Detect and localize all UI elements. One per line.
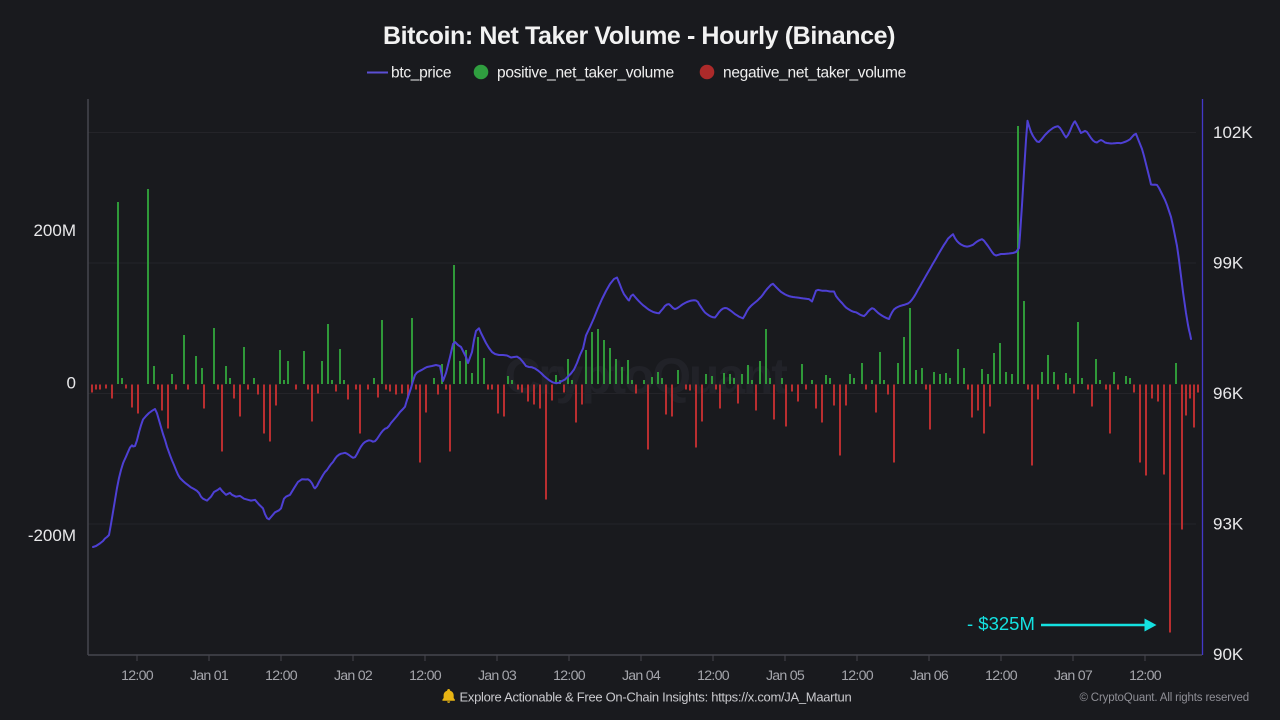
svg-text:Jan 07: Jan 07	[1054, 668, 1093, 684]
svg-text:positive_net_taker_volume: positive_net_taker_volume	[497, 65, 674, 82]
svg-text:12:00: 12:00	[985, 668, 1018, 684]
svg-text:Bitcoin: Net Taker Volume - Ho: Bitcoin: Net Taker Volume - Hourly (Bina…	[383, 22, 895, 50]
svg-text:102K: 102K	[1213, 123, 1253, 142]
svg-text:12:00: 12:00	[841, 668, 874, 684]
svg-text:93K: 93K	[1213, 515, 1244, 534]
svg-text:negative_net_taker_volume: negative_net_taker_volume	[723, 65, 906, 82]
svg-text:200M: 200M	[33, 221, 76, 240]
svg-text:© CryptoQuant. All rights rese: © CryptoQuant. All rights reserved	[1079, 692, 1249, 704]
svg-text:12:00: 12:00	[553, 668, 586, 684]
svg-text:Jan 05: Jan 05	[766, 668, 805, 684]
svg-text:Jan 06: Jan 06	[910, 668, 949, 684]
svg-text:12:00: 12:00	[697, 668, 730, 684]
svg-text:Explore Actionable & Free On-C: Explore Actionable & Free On-Chain Insig…	[460, 690, 852, 705]
svg-text:Jan 04: Jan 04	[622, 668, 661, 684]
svg-text:90K: 90K	[1213, 645, 1244, 664]
svg-text:12:00: 12:00	[121, 668, 154, 684]
svg-text:-200M: -200M	[28, 526, 76, 545]
svg-text:Jan 02: Jan 02	[334, 668, 373, 684]
svg-text:12:00: 12:00	[409, 668, 442, 684]
svg-text:Jan 03: Jan 03	[478, 668, 517, 684]
svg-text:96K: 96K	[1213, 384, 1244, 403]
svg-text:12:00: 12:00	[1129, 668, 1162, 684]
svg-text:12:00: 12:00	[265, 668, 298, 684]
svg-text:0: 0	[67, 374, 76, 393]
svg-text:Jan 01: Jan 01	[190, 668, 229, 684]
svg-text:- $325M: - $325M	[967, 613, 1035, 634]
svg-text:btc_price: btc_price	[391, 65, 451, 82]
svg-text:99K: 99K	[1213, 254, 1244, 273]
